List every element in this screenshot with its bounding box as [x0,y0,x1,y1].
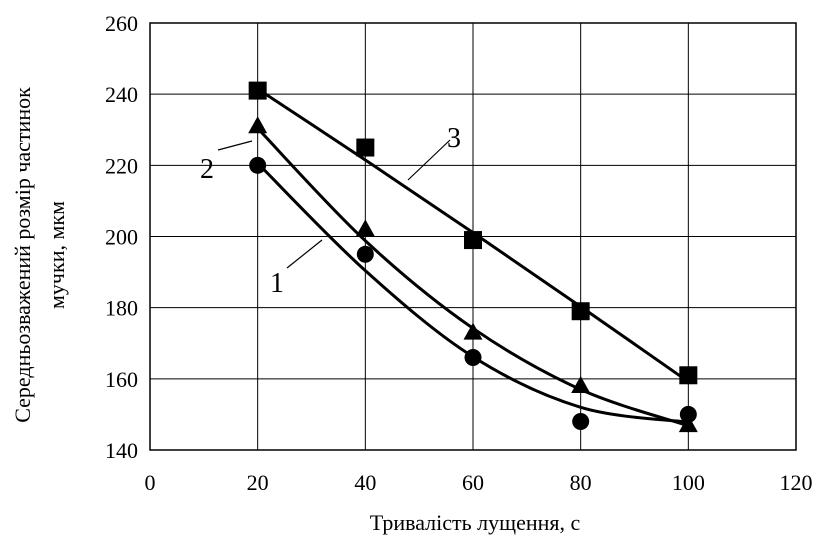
leader-line-series-2 [217,140,253,151]
y-tick-labels: 140 160 180 200 220 240 260 [105,11,138,463]
marker-circle-series-1 [464,348,482,366]
curve-label-series-2: 2 [200,154,214,185]
curve-label-series-3: 3 [447,123,461,154]
y-tick-label: 220 [105,153,138,178]
x-tick-labels: 0 20 40 60 80 100 120 [145,470,813,495]
marker-circle-series-1 [679,405,697,423]
x-tick-label: 40 [354,470,376,495]
y-tick-label: 260 [105,11,138,36]
marker-circle-series-1 [572,413,590,431]
marker-triangle-series-2 [463,322,483,340]
x-tick-label: 0 [145,470,156,495]
marker-triangle-series-2 [571,375,591,393]
data-markers [248,81,698,433]
x-tick-label: 20 [247,470,269,495]
plot-frame [149,22,797,451]
marker-square-series-3 [464,231,482,250]
leader-line-series-3 [407,139,451,181]
y-tick-label: 160 [105,367,138,392]
x-tick-label: 120 [780,470,813,495]
y-axis-title-line-2: мучки, мкм [44,201,69,309]
marker-square-series-3 [679,366,698,385]
marker-triangle-series-2 [355,219,375,237]
y-tick-label: 200 [105,225,138,250]
y-tick-label: 180 [105,296,138,321]
marker-square-series-3 [248,81,267,100]
curve-label-series-1: 1 [270,268,284,299]
marker-circle-series-1 [249,156,267,174]
leader-line-series-1 [286,239,323,269]
y-tick-label: 240 [105,82,138,107]
x-tick-label: 100 [672,470,705,495]
y-tick-label: 140 [105,438,138,463]
marker-circle-series-1 [356,245,374,263]
x-axis-title: Тривалість лущення, с [370,510,581,535]
x-tick-label: 80 [570,470,592,495]
marker-square-series-3 [571,302,590,321]
curve-labels: 1 2 3 [200,123,461,299]
y-axis-title: Середньозважений розмір частинок мучки, … [10,87,69,423]
marker-triangle-series-2 [248,116,268,134]
x-tick-label: 60 [462,470,484,495]
marker-square-series-3 [356,138,375,157]
y-axis-title-line-1: Середньозважений розмір частинок [10,87,35,423]
marker-triangle-series-2 [678,415,698,433]
